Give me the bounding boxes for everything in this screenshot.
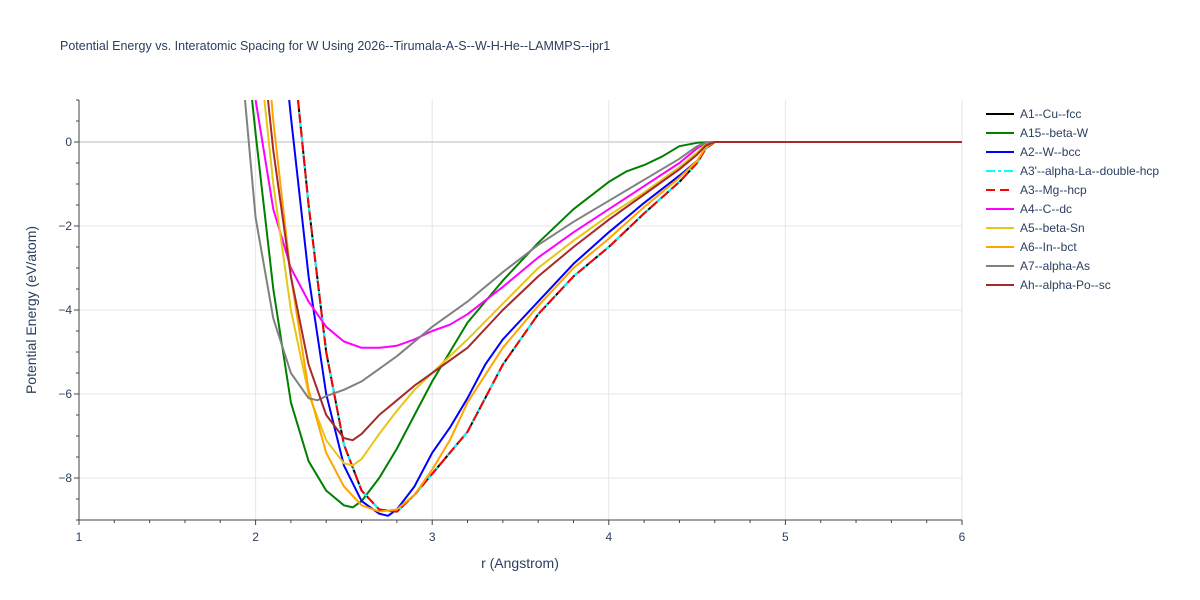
series-line-1[interactable] bbox=[251, 100, 962, 509]
series-line-6[interactable] bbox=[263, 100, 962, 467]
legend-item[interactable]: A3'--alpha-La--double-hcp bbox=[986, 164, 1159, 178]
series-line-9[interactable] bbox=[267, 100, 962, 442]
legend-label: A2--W--bcc bbox=[1020, 145, 1080, 159]
series-line-8[interactable] bbox=[244, 100, 962, 402]
x-tick-label: 5 bbox=[782, 530, 789, 544]
legend-item[interactable]: A1--Cu--fcc bbox=[986, 107, 1081, 121]
series-line-0[interactable] bbox=[297, 100, 962, 513]
series-group bbox=[244, 100, 963, 517]
x-tick-label: 2 bbox=[252, 530, 259, 544]
x-tick-label: 1 bbox=[76, 530, 83, 544]
legend-item[interactable]: Ah--alpha-Po--sc bbox=[986, 278, 1111, 292]
y-tick-label: −6 bbox=[58, 387, 72, 401]
legend-item[interactable]: A5--beta-Sn bbox=[986, 221, 1085, 235]
legend-label: A15--beta-W bbox=[1020, 126, 1089, 140]
x-tick-label: 3 bbox=[429, 530, 436, 544]
legend-item[interactable]: A3--Mg--hcp bbox=[986, 183, 1087, 197]
legend-label: A6--In--bct bbox=[1020, 240, 1077, 254]
series-line-2[interactable] bbox=[288, 100, 962, 517]
y-tick-label: −2 bbox=[58, 219, 72, 233]
x-axis-label: r (Angstrom) bbox=[481, 555, 559, 571]
series-line-3[interactable] bbox=[297, 100, 962, 513]
plot-area[interactable]: 1 2 3 4 5 6 0 −2 −4 −6 −8 bbox=[58, 99, 966, 544]
series-line-7[interactable] bbox=[270, 100, 963, 513]
y-tick-label: −8 bbox=[58, 471, 72, 485]
legend-item[interactable]: A2--W--bcc bbox=[986, 145, 1080, 159]
chart-title: Potential Energy vs. Interatomic Spacing… bbox=[60, 39, 610, 53]
legend-item[interactable]: A6--In--bct bbox=[986, 240, 1077, 254]
y-tick-label: 0 bbox=[65, 135, 72, 149]
legend-label: A1--Cu--fcc bbox=[1020, 107, 1081, 121]
legend-label: A3'--alpha-La--double-hcp bbox=[1020, 164, 1159, 178]
series-line-5[interactable] bbox=[254, 100, 962, 349]
legend-label: A7--alpha-As bbox=[1020, 259, 1090, 273]
legend-item[interactable]: A7--alpha-As bbox=[986, 259, 1090, 273]
legend-label: A4--C--dc bbox=[1020, 202, 1072, 216]
legend[interactable]: A1--Cu--fcc A15--beta-W A2--W--bcc A3'--alp… bbox=[986, 107, 1159, 292]
legend-item[interactable]: A4--C--dc bbox=[986, 202, 1072, 216]
x-tick-label: 6 bbox=[959, 530, 966, 544]
series-line-4[interactable] bbox=[297, 100, 962, 513]
legend-label: A5--beta-Sn bbox=[1020, 221, 1085, 235]
legend-label: A3--Mg--hcp bbox=[1020, 183, 1087, 197]
x-tick-label: 4 bbox=[605, 530, 612, 544]
y-tick-label: −4 bbox=[58, 303, 72, 317]
y-axis-label: Potential Energy (eV/atom) bbox=[23, 226, 39, 394]
legend-item[interactable]: A15--beta-W bbox=[986, 126, 1089, 140]
legend-label: Ah--alpha-Po--sc bbox=[1020, 278, 1111, 292]
